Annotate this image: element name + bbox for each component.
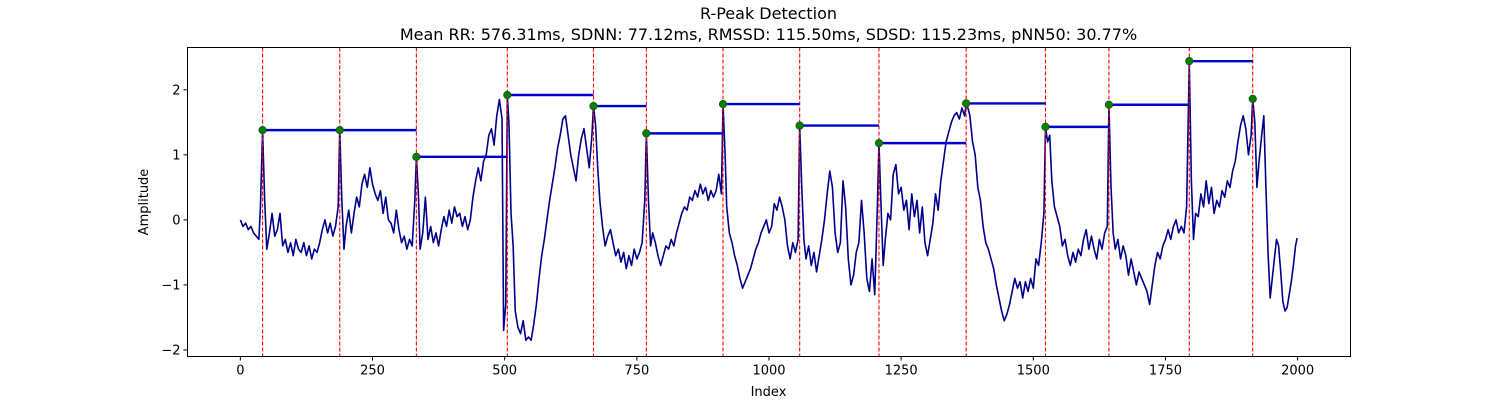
x-tick-label-4: 1000 xyxy=(752,364,785,379)
x-tick-label-0: 0 xyxy=(236,364,244,379)
chart-subtitle: Mean RR: 576.31ms, SDNN: 77.12ms, RMSSD:… xyxy=(400,25,1137,44)
peak-marker-13 xyxy=(1248,94,1257,103)
y-tick-label-4: 2 xyxy=(172,83,180,98)
chart-title: R-Peak Detection xyxy=(700,4,837,23)
x-axis-label: Index xyxy=(751,385,787,400)
peak-marker-4 xyxy=(589,101,598,111)
x-axis: 0 250 500 750 1000 1250 1500 1750 2000 xyxy=(236,356,1314,379)
peak-marker-2 xyxy=(412,152,421,161)
y-tick-label-2: 0 xyxy=(172,213,180,228)
peak-marker-6 xyxy=(718,99,728,109)
plot-area xyxy=(239,47,1298,357)
x-tick-label-3: 750 xyxy=(624,364,649,379)
y-tick-label-3: 1 xyxy=(172,148,180,163)
y-tick-label-0: −2 xyxy=(161,343,180,358)
axes-frame xyxy=(187,47,1351,357)
peak-marker-10 xyxy=(1041,122,1050,131)
peak-marker-7 xyxy=(795,121,804,130)
peak-marker-0 xyxy=(258,126,267,135)
y-axis: −2 −1 0 1 2 xyxy=(161,83,188,358)
peak-marker-3 xyxy=(503,90,512,100)
x-tick-label-5: 1250 xyxy=(885,364,918,379)
x-tick-label-1: 250 xyxy=(360,364,385,379)
peak-marker-12 xyxy=(1185,57,1194,66)
x-tick-label-6: 1500 xyxy=(1017,364,1050,379)
peak-marker-5 xyxy=(642,129,651,138)
peak-marker-9 xyxy=(962,99,971,108)
x-tick-label-8: 2000 xyxy=(1281,364,1314,379)
ecg-signal-line xyxy=(239,60,1298,342)
y-tick-label-1: −1 xyxy=(161,278,180,293)
x-tick-label-7: 1750 xyxy=(1149,364,1182,379)
peak-marker-1 xyxy=(335,126,344,135)
x-tick-label-2: 500 xyxy=(492,364,517,379)
y-axis-label: Amplitude xyxy=(137,169,152,236)
peak-marker-11 xyxy=(1104,100,1114,109)
peak-marker-8 xyxy=(874,139,884,148)
